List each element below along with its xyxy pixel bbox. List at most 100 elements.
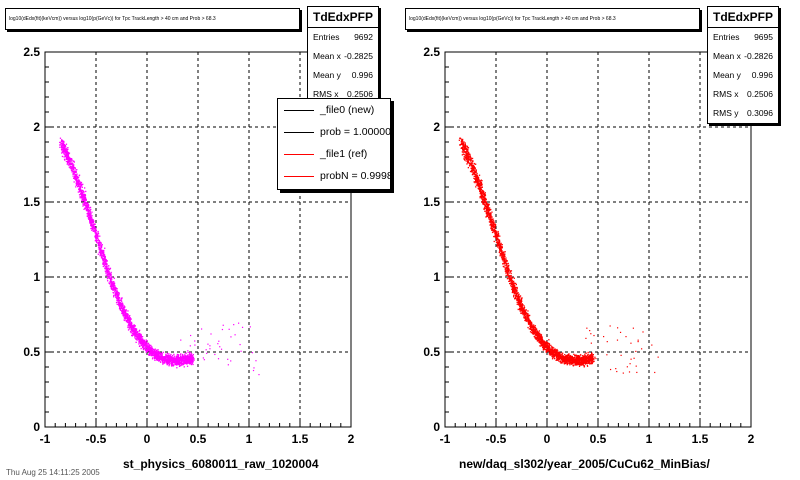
data-point [184,353,186,355]
data-point [99,241,102,243]
data-point [209,348,211,350]
data-point [494,232,496,234]
data-point [169,355,172,357]
data-point [185,362,187,364]
data-point [121,297,123,299]
data-point [176,361,179,363]
data-point [83,203,85,205]
data-point [139,332,141,335]
data-point [93,225,95,228]
data-point [516,301,518,303]
data-point [175,360,177,362]
data-point [582,355,584,357]
data-point [544,348,546,351]
data-point [567,354,569,356]
data-point [78,194,81,196]
data-point [523,312,525,314]
data-point [468,152,470,154]
legend-entry: prob = 1.000000 [278,121,390,143]
data-point [93,224,95,226]
data-point [472,168,474,170]
data-point [162,360,164,362]
data-point [509,277,511,279]
data-point [473,175,475,177]
data-point [489,221,491,223]
data-point [96,235,99,237]
data-point [591,352,593,354]
data-point [89,209,91,212]
data-point [99,235,101,237]
data-point [471,163,473,165]
data-point [590,363,592,365]
data-point [551,349,553,351]
data-point [207,343,209,345]
data-point [485,202,487,204]
data-point [132,325,134,327]
data-point [546,344,548,347]
data-point [68,163,70,165]
data-point [190,363,192,365]
data-point [507,267,509,269]
data-point [542,347,544,349]
data-point [91,227,93,229]
data-point [177,354,180,356]
data-point [117,297,119,299]
data-point [482,203,484,205]
data-point [176,367,178,369]
data-point [465,154,467,156]
legend-entry: _file0 (new) [278,99,390,121]
data-point [95,229,97,231]
data-point [175,356,178,358]
data-point [168,353,170,355]
left-plot-panel: log10(dEdx(fit)(keVcm)) versus log10(p(G… [5,6,391,471]
data-point [172,355,174,357]
data-point [514,287,516,289]
data-point [186,355,188,357]
data-point [169,356,171,359]
data-point [518,299,520,301]
data-point [84,200,86,202]
data-point [541,344,544,347]
data-point [81,183,83,186]
data-point [162,363,164,365]
data-point [566,364,568,366]
data-point [71,169,73,172]
data-point [582,358,585,360]
data-point [521,305,523,308]
data-point [560,354,562,356]
data-point [538,330,540,332]
data-point [166,363,169,365]
data-point [97,236,99,238]
data-point [508,268,510,270]
data-point [462,148,465,150]
data-point [116,292,118,294]
data-point [95,237,97,239]
data-point [551,355,553,358]
data-point [509,282,511,285]
data-point [135,338,137,340]
data-point [535,328,538,330]
data-point [157,357,160,359]
data-point [155,357,157,359]
data-point [170,362,172,364]
data-point [542,349,545,351]
data-point [502,260,504,262]
data-point [133,333,135,335]
data-point [519,307,521,309]
data-point [125,316,127,318]
data-point [569,364,571,366]
y-tick-label: 0.5 [23,345,40,359]
data-point [166,352,169,355]
data-point [104,268,106,270]
data-point [111,276,113,279]
data-point [170,359,172,361]
data-point [63,146,65,148]
data-point [488,204,490,206]
data-point [493,231,495,233]
data-point [104,267,106,269]
data-point [87,212,89,215]
data-point [537,333,539,335]
data-point [76,169,78,171]
data-point [77,181,79,183]
data-point [152,354,155,356]
